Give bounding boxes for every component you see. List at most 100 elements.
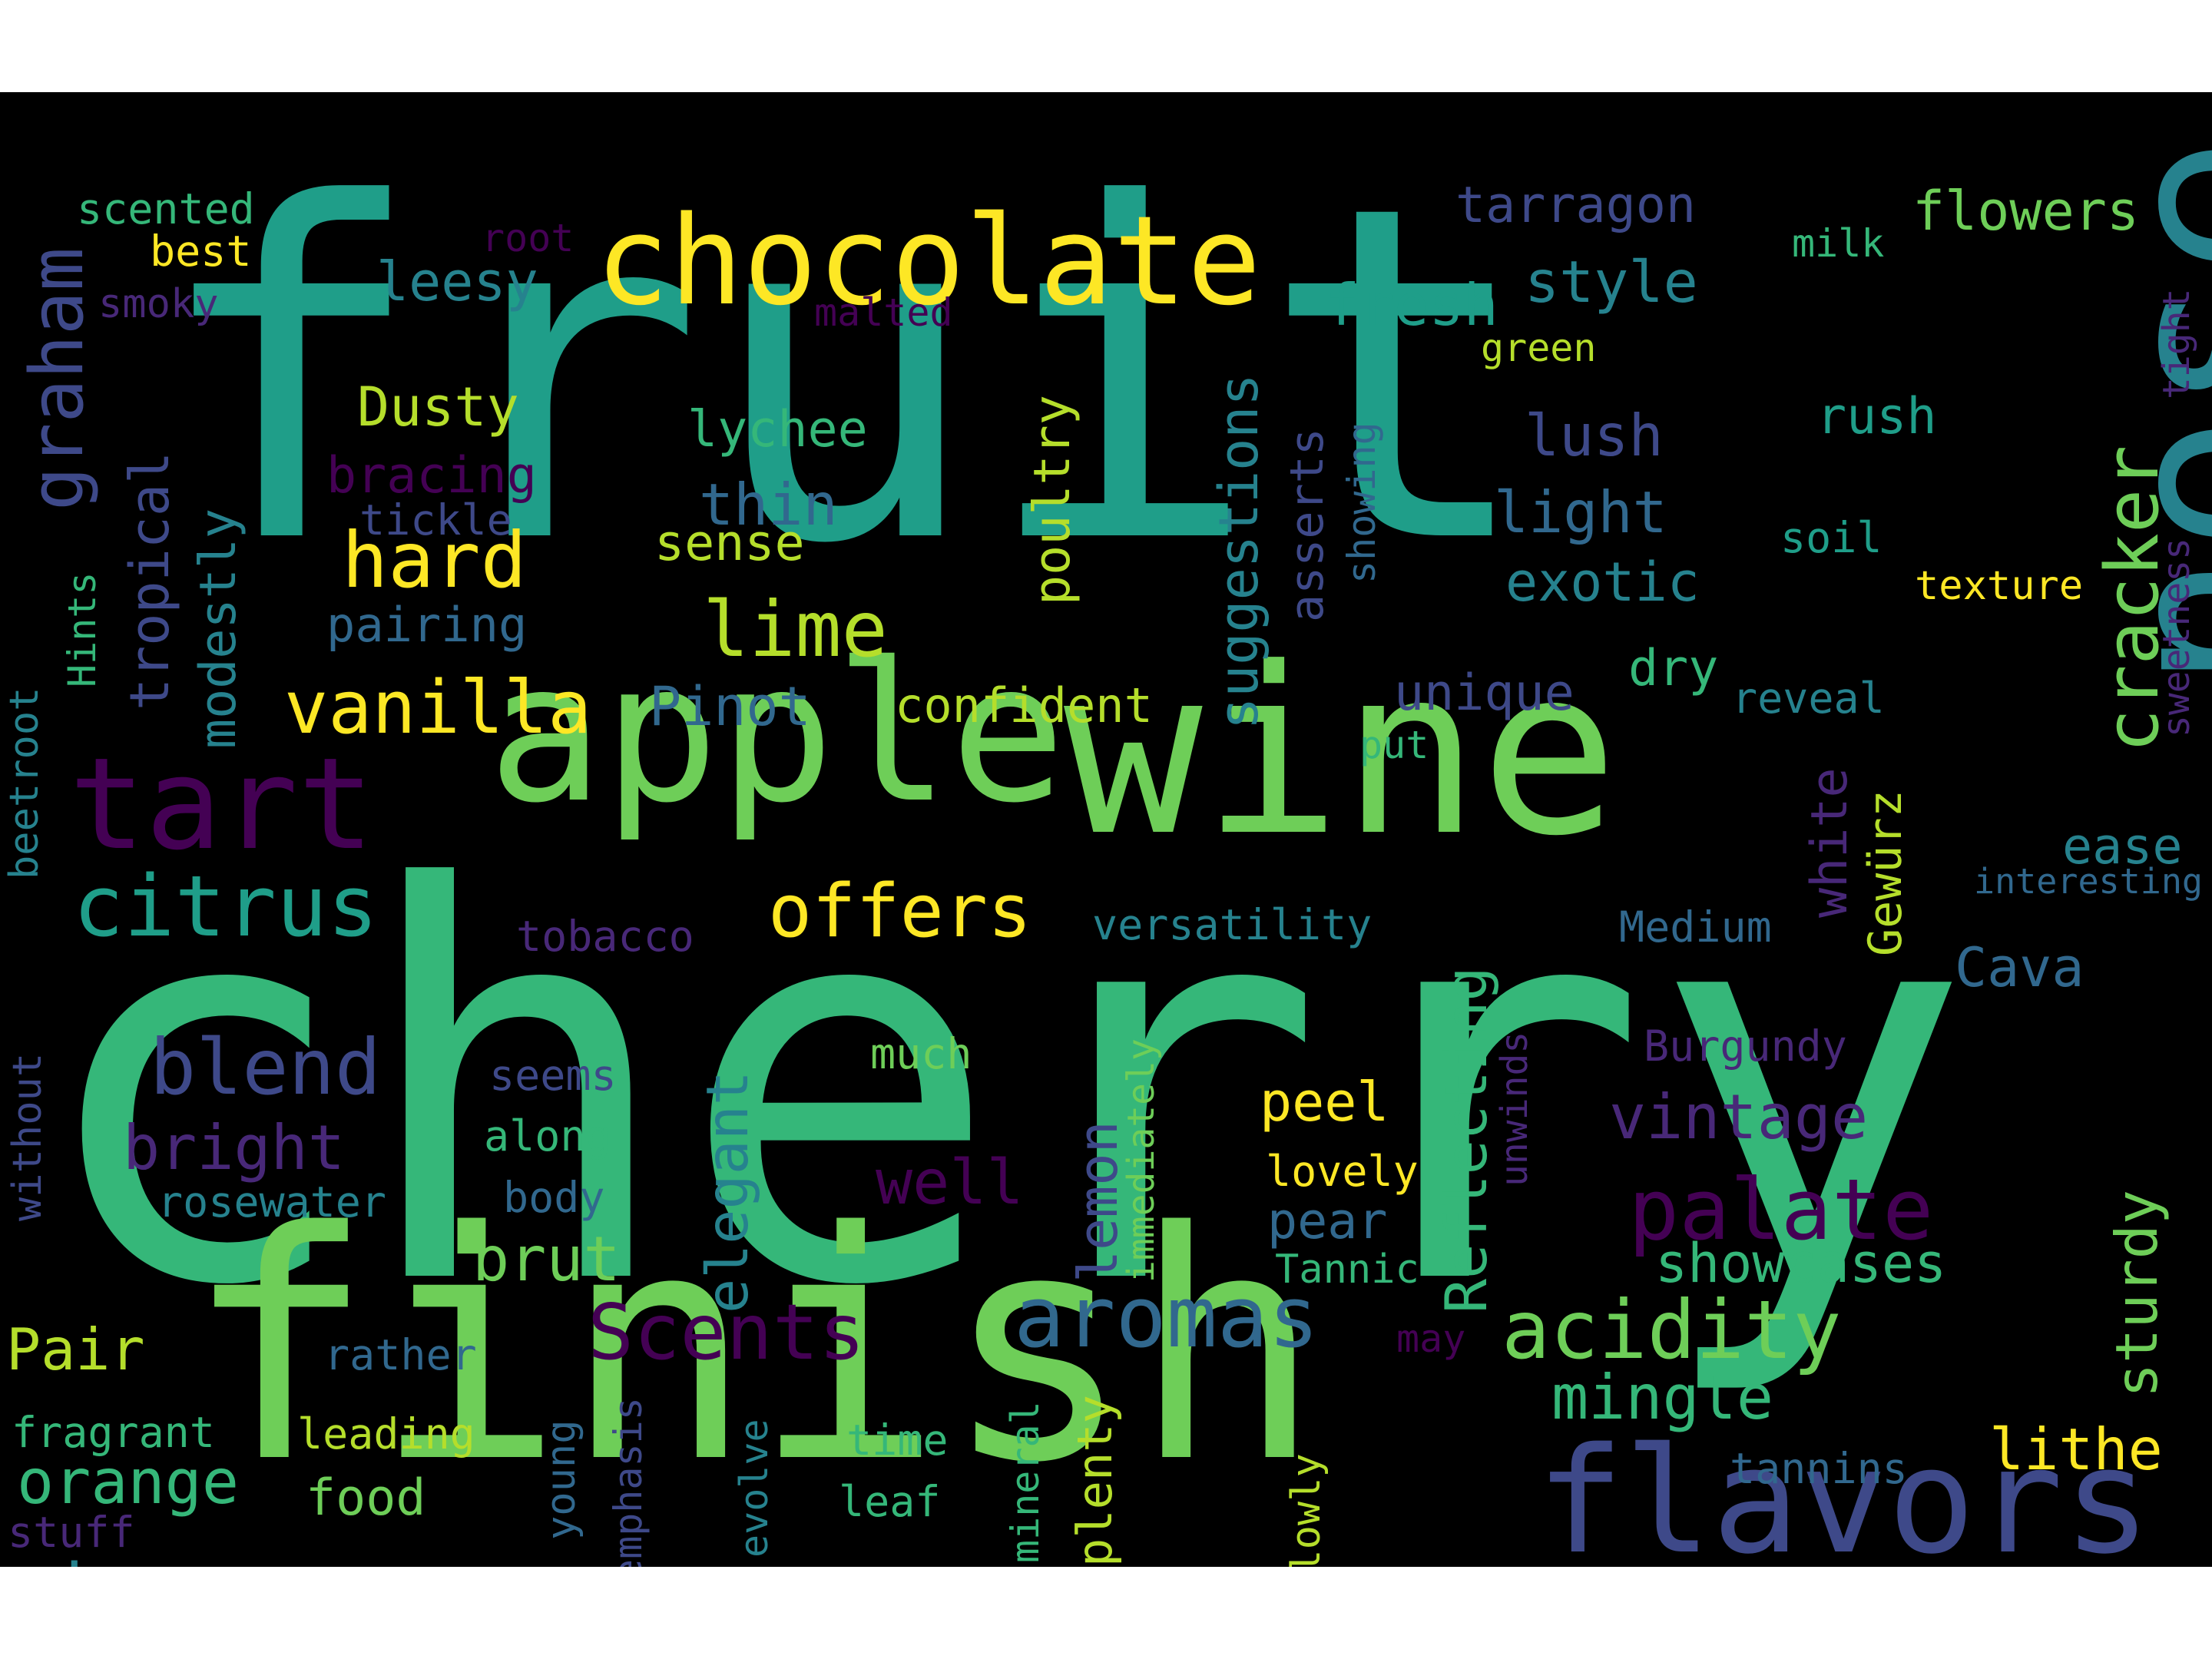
word-fruit: fruit <box>150 108 1538 644</box>
word-dusty: Dusty <box>357 376 519 439</box>
word-lime: lime <box>703 584 888 674</box>
word-tickle: tickle <box>359 495 512 545</box>
word-hints: Hints <box>60 571 104 687</box>
word-milk: milk <box>1792 221 1885 266</box>
word-flavors: flavors <box>1536 1416 2151 1568</box>
word-texture: texture <box>1915 563 2084 609</box>
word-showing: showing <box>1339 422 1384 584</box>
word-graham: graham <box>15 247 100 511</box>
word-confident: confident <box>895 677 1153 733</box>
word-fresh: fresh <box>1325 271 1498 339</box>
word-unwinds: unwinds <box>1493 1031 1536 1187</box>
word-orange: orange <box>17 1446 239 1518</box>
word-cloud: cherry fruit finish apple wine nose choc… <box>0 92 2212 1567</box>
word-malted: malted <box>814 290 953 335</box>
word-leesy: leesy <box>376 250 538 313</box>
word-sturdy: sturdy <box>2103 1190 2171 1398</box>
word-green: green <box>1481 326 1597 370</box>
word-light: light <box>1494 478 1667 546</box>
word-show: show <box>23 1555 190 1568</box>
word-style: style <box>1525 248 1698 316</box>
word-chocolate: chocolate <box>595 189 1261 333</box>
word-tarragon: tarragon <box>1455 177 1697 234</box>
word-finish: finish <box>184 1164 1323 1532</box>
word-acidity: acidity <box>1502 1283 1842 1377</box>
word-scented: scented <box>77 184 255 233</box>
word-smoky: smoky <box>98 281 219 327</box>
word-pear: pear <box>1267 1193 1388 1250</box>
word-tannins: tannins <box>1730 1444 1908 1493</box>
word-versatility: versatility <box>1092 900 1373 949</box>
word-cava: Cava <box>1955 936 2085 999</box>
word-plenty: plenty <box>1067 1395 1123 1567</box>
word-brut: brut <box>472 1224 621 1295</box>
word-lithe: lithe <box>1989 1416 2163 1483</box>
word-best: best <box>150 227 252 276</box>
word-stuff: stuff <box>8 1508 135 1557</box>
word-suggestions: suggestions <box>1207 373 1270 730</box>
word-poultry: poultry <box>1024 395 1081 605</box>
word-sense: sense <box>654 515 805 572</box>
word-reflecting: Reflecting <box>1432 966 1500 1313</box>
word-bracing: bracing <box>326 447 537 505</box>
word-interesting: interesting <box>1974 861 2204 902</box>
word-mineral: mineral <box>1003 1401 1048 1563</box>
word-mingle: mingle <box>1551 1362 1773 1433</box>
word-without: without <box>5 1052 51 1221</box>
word-seems: seems <box>489 1051 617 1100</box>
word-tobacco: tobacco <box>516 912 694 961</box>
word-beetroot: beetroot <box>2 687 48 879</box>
word-young: young <box>538 1419 584 1540</box>
word-peel: peel <box>1260 1071 1389 1134</box>
word-scents: Scents <box>588 1287 866 1377</box>
word-pair: Pair <box>6 1316 145 1383</box>
word-bright: bright <box>123 1112 345 1184</box>
word-tannic: Tannic <box>1275 1247 1419 1293</box>
word-showcases: showcases <box>1655 1232 1947 1295</box>
word-pairing: pairing <box>326 597 528 653</box>
word-body: body <box>503 1173 605 1222</box>
word-sweetness: sweetness <box>2155 537 2198 737</box>
word-well: well <box>876 1147 1024 1218</box>
word-tropical: tropical <box>118 451 181 710</box>
word-slowly: slowly <box>1283 1453 1330 1567</box>
word-apple: apple <box>488 621 1066 845</box>
word-burgundy: Burgundy <box>1644 1022 1847 1071</box>
word-unique: unique <box>1394 664 1575 722</box>
word-cherry: cherry <box>31 777 1973 1403</box>
word-flowers: flowers <box>1912 180 2140 243</box>
word-may: may <box>1396 1316 1466 1361</box>
word-thin: thin <box>699 471 838 538</box>
word-modestly: modestly <box>190 508 247 749</box>
word-much: much <box>870 1029 972 1078</box>
word-rush: rush <box>1816 388 1937 445</box>
word-food: food <box>306 1469 426 1527</box>
word-root: root <box>482 216 575 260</box>
word-emphasis: emphasis <box>606 1397 651 1567</box>
word-ease: ease <box>2062 818 2183 876</box>
word-elegant: elegant <box>694 1070 761 1313</box>
word-immediately: immediately <box>1120 1038 1163 1283</box>
word-exotic: exotic <box>1505 551 1700 614</box>
word-blend: blend <box>150 1022 382 1112</box>
word-wine: wine <box>1064 618 1619 886</box>
word-rosewater: rosewater <box>157 1177 387 1227</box>
word-hard: hard <box>342 515 527 605</box>
word-tart: tart <box>69 730 375 878</box>
word-along: along <box>484 1111 611 1161</box>
word-citrus: citrus <box>73 857 379 955</box>
word-leaf: leaf <box>839 1477 941 1526</box>
word-evolve: evolve <box>732 1419 777 1558</box>
word-medium: Medium <box>1619 902 1772 952</box>
word-fragrant: fragrant <box>12 1408 215 1457</box>
word-offers: offers <box>768 869 1032 954</box>
word-rather: rather <box>324 1330 477 1379</box>
word-lychee: lychee <box>687 401 868 459</box>
word-aromas: aromas <box>1014 1268 1320 1366</box>
word-lovely: lovely <box>1266 1147 1419 1196</box>
word-asserts: asserts <box>1280 428 1334 622</box>
word-time: time <box>846 1416 949 1465</box>
word-reveal: reveal <box>1732 674 1885 723</box>
word-put: put <box>1359 723 1429 767</box>
word-tight: tight <box>2155 288 2198 400</box>
